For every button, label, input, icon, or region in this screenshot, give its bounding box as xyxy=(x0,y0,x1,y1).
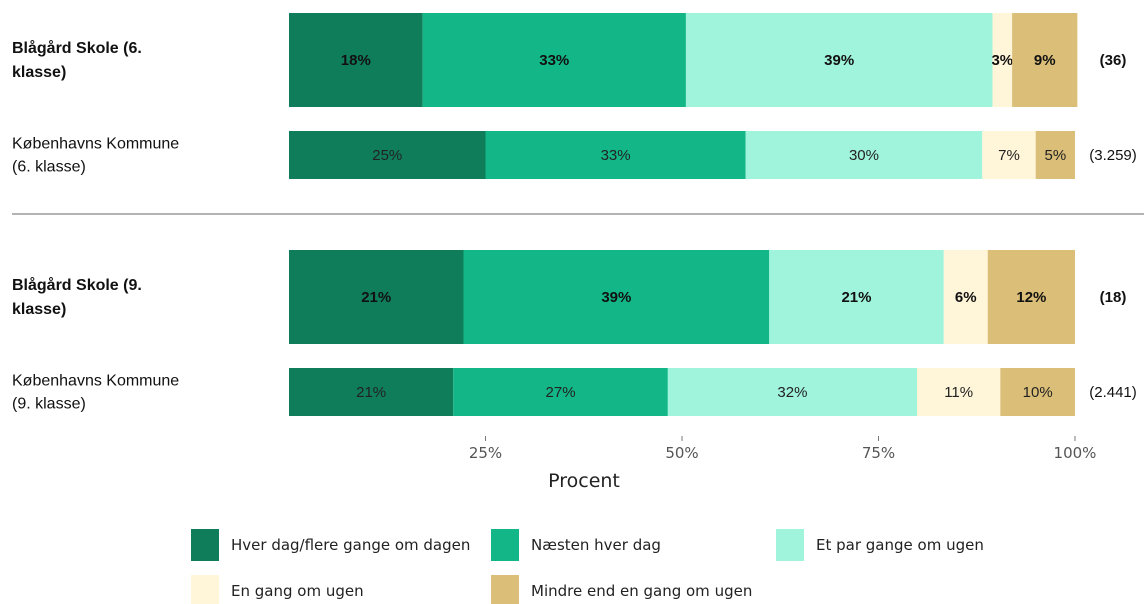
data-label: 30% xyxy=(849,147,879,164)
data-label: 12% xyxy=(1016,289,1046,306)
bar-segment xyxy=(289,250,464,344)
bar-segment xyxy=(943,250,988,344)
bar-segment xyxy=(987,250,1075,344)
bar-segment xyxy=(289,368,454,416)
data-label: 6% xyxy=(955,289,977,306)
legend-swatch xyxy=(491,529,519,561)
x-tick-label: 25% xyxy=(469,444,502,462)
data-label: 39% xyxy=(601,289,631,306)
data-label: 7% xyxy=(998,147,1020,164)
data-label: 32% xyxy=(777,384,807,401)
data-label: 3% xyxy=(991,52,1013,69)
x-tick-label: 100% xyxy=(1054,444,1097,462)
bar-segment xyxy=(917,368,1001,416)
respondent-count: (36) xyxy=(1100,52,1127,69)
legend: Hver dag/flere gange om dagen Næsten hver… xyxy=(191,529,984,604)
legend-swatch xyxy=(191,575,219,604)
data-label: 25% xyxy=(372,147,402,164)
bar-segment xyxy=(289,131,486,179)
bar-segment xyxy=(463,250,770,344)
row-label: Københavns Kommune (6. klasse) xyxy=(12,136,179,176)
data-label: 18% xyxy=(341,52,371,69)
bar-segment xyxy=(453,368,668,416)
row-label-line: Københavns Kommune xyxy=(12,136,179,153)
row-label-line: klasse) xyxy=(12,301,66,318)
legend-label: Næsten hver dag xyxy=(531,536,661,554)
row-label-line: klasse) xyxy=(12,64,66,81)
bar-segment xyxy=(982,131,1036,179)
respondent-count: (2.441) xyxy=(1089,384,1137,401)
bar-segment xyxy=(422,13,686,107)
bar-segment xyxy=(485,131,746,179)
data-label: 5% xyxy=(1045,147,1067,164)
bar-segment xyxy=(769,250,944,344)
data-label: 10% xyxy=(1023,384,1053,401)
bar-segment xyxy=(289,13,423,107)
legend-swatch xyxy=(491,575,519,604)
legend-label: Mindre end en gang om ugen xyxy=(531,582,752,600)
data-label: 21% xyxy=(356,384,386,401)
data-label: 21% xyxy=(361,289,391,306)
legend-label: En gang om ugen xyxy=(231,582,364,600)
bar-segment xyxy=(667,368,918,416)
row-label-line: Blågård Skole (9. xyxy=(12,276,142,294)
data-label: 9% xyxy=(1034,52,1056,69)
x-axis: Procent 25% 50% 75% 100% xyxy=(469,436,1097,492)
x-tick-label: 75% xyxy=(862,444,895,462)
respondent-count: (3.259) xyxy=(1089,147,1137,164)
legend-swatch xyxy=(776,529,804,561)
data-label: 11% xyxy=(944,384,973,401)
x-tick-label: 50% xyxy=(665,444,698,462)
legend-swatch xyxy=(191,529,219,561)
bar-segment xyxy=(1012,13,1078,107)
bar-segment xyxy=(1000,368,1075,416)
bar-segment xyxy=(1035,131,1075,179)
row-label: Københavns Kommune (9. klasse) xyxy=(12,373,179,413)
bar-segment xyxy=(745,131,983,179)
data-label: 21% xyxy=(841,289,871,306)
row-label: Blågård Skole (6. klasse) xyxy=(12,39,142,81)
bar-segment xyxy=(992,13,1013,107)
x-axis-title: Procent xyxy=(548,470,620,492)
data-label: 39% xyxy=(824,52,854,69)
legend-label: Hver dag/flere gange om dagen xyxy=(231,536,470,554)
row-label-line: Blågård Skole (6. xyxy=(12,39,142,57)
row-label-line: (9. klasse) xyxy=(12,396,86,413)
legend-label: Et par gange om ugen xyxy=(816,536,984,554)
respondent-count: (18) xyxy=(1100,289,1127,306)
data-label: 33% xyxy=(539,52,569,69)
bars-layer: Blågård Skole (6. klasse) 18% 33% 39% 3% 9% (36… xyxy=(12,13,1144,416)
row-label-line: (6. klasse) xyxy=(12,159,86,176)
data-label: 33% xyxy=(601,147,631,164)
row-label: Blågård Skole (9. klasse) xyxy=(12,276,142,318)
row-label-line: Københavns Kommune xyxy=(12,373,179,390)
data-label: 27% xyxy=(546,384,576,401)
bar-segment xyxy=(685,13,993,107)
